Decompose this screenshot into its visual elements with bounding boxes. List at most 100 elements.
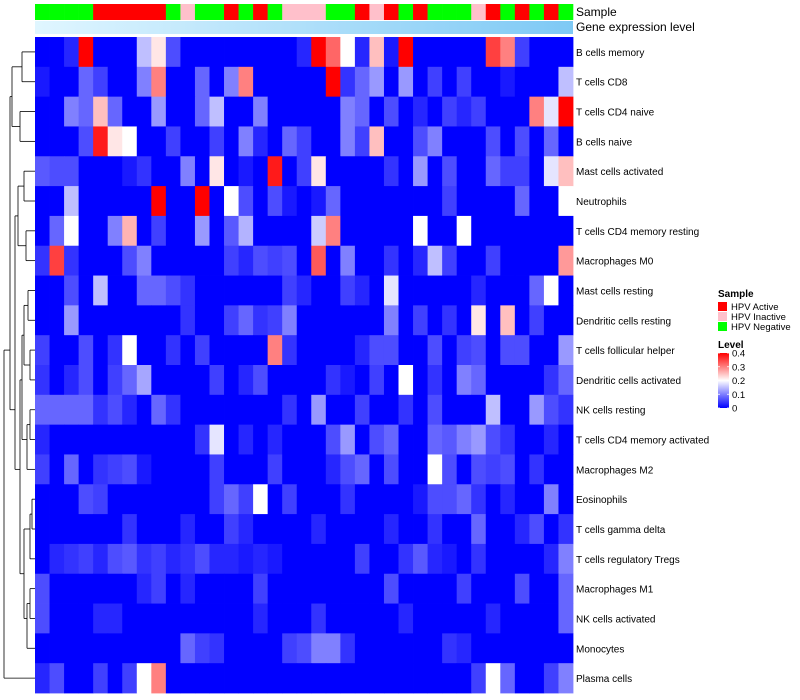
heatmap-cell: [238, 454, 254, 485]
heatmap-cell: [543, 663, 559, 694]
heatmap-cell: [93, 335, 109, 366]
heatmap-cell: [311, 394, 327, 426]
heatmap-cell: [543, 245, 559, 276]
heatmap-cell: [383, 156, 399, 187]
heatmap-cell: [78, 454, 94, 485]
heatmap-cell: [49, 186, 65, 217]
heatmap-cell: [354, 37, 370, 68]
heatmap-cell: [427, 245, 443, 276]
heatmap-cell: [267, 66, 283, 98]
heatmap-cell: [413, 424, 428, 455]
heatmap-cell: [209, 603, 225, 634]
heatmap-cell: [369, 484, 385, 515]
heatmap-cell: [151, 335, 167, 366]
heatmap-cell: [49, 424, 65, 455]
heatmap-cell: [340, 186, 356, 217]
row-label: Macrophages M1: [576, 585, 654, 596]
heatmap-cell: [224, 126, 239, 157]
heatmap-cell: [151, 37, 167, 68]
heatmap-cell: [442, 37, 458, 68]
heatmap-cell: [311, 335, 327, 366]
heatmap-cell: [93, 603, 109, 634]
heatmap-cell: [78, 543, 94, 575]
heatmap-cell: [93, 365, 109, 396]
heatmap-cells: [35, 37, 574, 694]
heatmap-cell: [35, 305, 50, 336]
heatmap-cell: [49, 96, 65, 127]
heatmap-cell: [456, 663, 472, 694]
sample-cell: [238, 4, 254, 20]
heatmap-cell: [35, 484, 50, 515]
heatmap-cell: [282, 663, 298, 694]
heatmap-cell: [151, 275, 167, 306]
legend-level-tick-label: 0.3: [732, 362, 745, 373]
heatmap-cell: [442, 663, 458, 694]
heatmap-cell: [296, 186, 312, 217]
heatmap-cell: [165, 96, 181, 127]
heatmap-cell: [136, 603, 152, 634]
heatmap-cell: [500, 514, 516, 545]
heatmap-cell: [413, 96, 428, 127]
sample-cell: [369, 4, 385, 20]
heatmap-cell: [209, 633, 225, 664]
heatmap-cell: [78, 215, 94, 247]
heatmap-cell: [49, 365, 65, 396]
row-label: T cells follicular helper: [576, 346, 675, 357]
heatmap-cell: [325, 543, 341, 575]
sample-cell: [78, 4, 94, 20]
heatmap-cell: [49, 245, 65, 276]
heatmap-cell: [369, 424, 385, 455]
heatmap-cell: [369, 215, 385, 247]
heatmap-cell: [296, 245, 312, 276]
heatmap-cell: [325, 96, 341, 127]
heatmap-cell: [514, 484, 530, 515]
heatmap-cell: [224, 424, 239, 455]
heatmap-cell: [398, 335, 414, 366]
heatmap-cell: [35, 543, 50, 575]
row-label: B cells memory: [576, 48, 644, 59]
heatmap-cell: [93, 633, 109, 664]
heatmap-cell: [398, 484, 414, 515]
heatmap-cell: [427, 335, 443, 366]
heatmap-cell: [456, 424, 472, 455]
heatmap-cell: [136, 275, 152, 306]
heatmap-cell: [151, 454, 167, 485]
heatmap-cell: [238, 394, 254, 426]
heatmap-cell: [78, 96, 94, 127]
heatmap-cell: [543, 633, 559, 664]
heatmap-cell: [296, 603, 312, 634]
heatmap-cell: [49, 663, 65, 694]
heatmap-cell: [558, 424, 574, 455]
heatmap-cell: [35, 394, 50, 426]
row-label: T cells CD4 naive: [576, 108, 655, 119]
heatmap-cell: [543, 424, 559, 455]
heatmap-cell: [485, 96, 501, 127]
heatmap-cell: [64, 275, 80, 306]
heatmap-cell: [78, 424, 94, 455]
heatmap-cell: [471, 484, 487, 515]
heatmap-cell: [471, 275, 487, 306]
heatmap-cell: [49, 454, 65, 485]
heatmap-cell: [107, 603, 123, 634]
heatmap-cell: [485, 543, 501, 575]
heatmap-cell: [78, 663, 94, 694]
heatmap-cell: [253, 156, 269, 187]
row-label: Plasma cells: [576, 674, 632, 685]
heatmap-cell: [558, 275, 574, 306]
heatmap-cell: [64, 186, 80, 217]
heatmap-cell: [209, 126, 225, 157]
heatmap-cell: [35, 215, 50, 247]
heatmap-cell: [325, 156, 341, 187]
heatmap-cell: [383, 126, 399, 157]
heatmap-cell: [529, 275, 545, 306]
heatmap-cell: [383, 633, 399, 664]
heatmap-cell: [267, 186, 283, 217]
heatmap-cell: [354, 96, 370, 127]
heatmap-cell: [107, 186, 123, 217]
heatmap-cell: [209, 305, 225, 336]
heatmap-cell: [427, 633, 443, 664]
heatmap-cell: [529, 394, 545, 426]
heatmap-cell: [456, 305, 472, 336]
row-label: Dendritic cells activated: [576, 376, 681, 387]
heatmap-cell: [413, 215, 428, 247]
